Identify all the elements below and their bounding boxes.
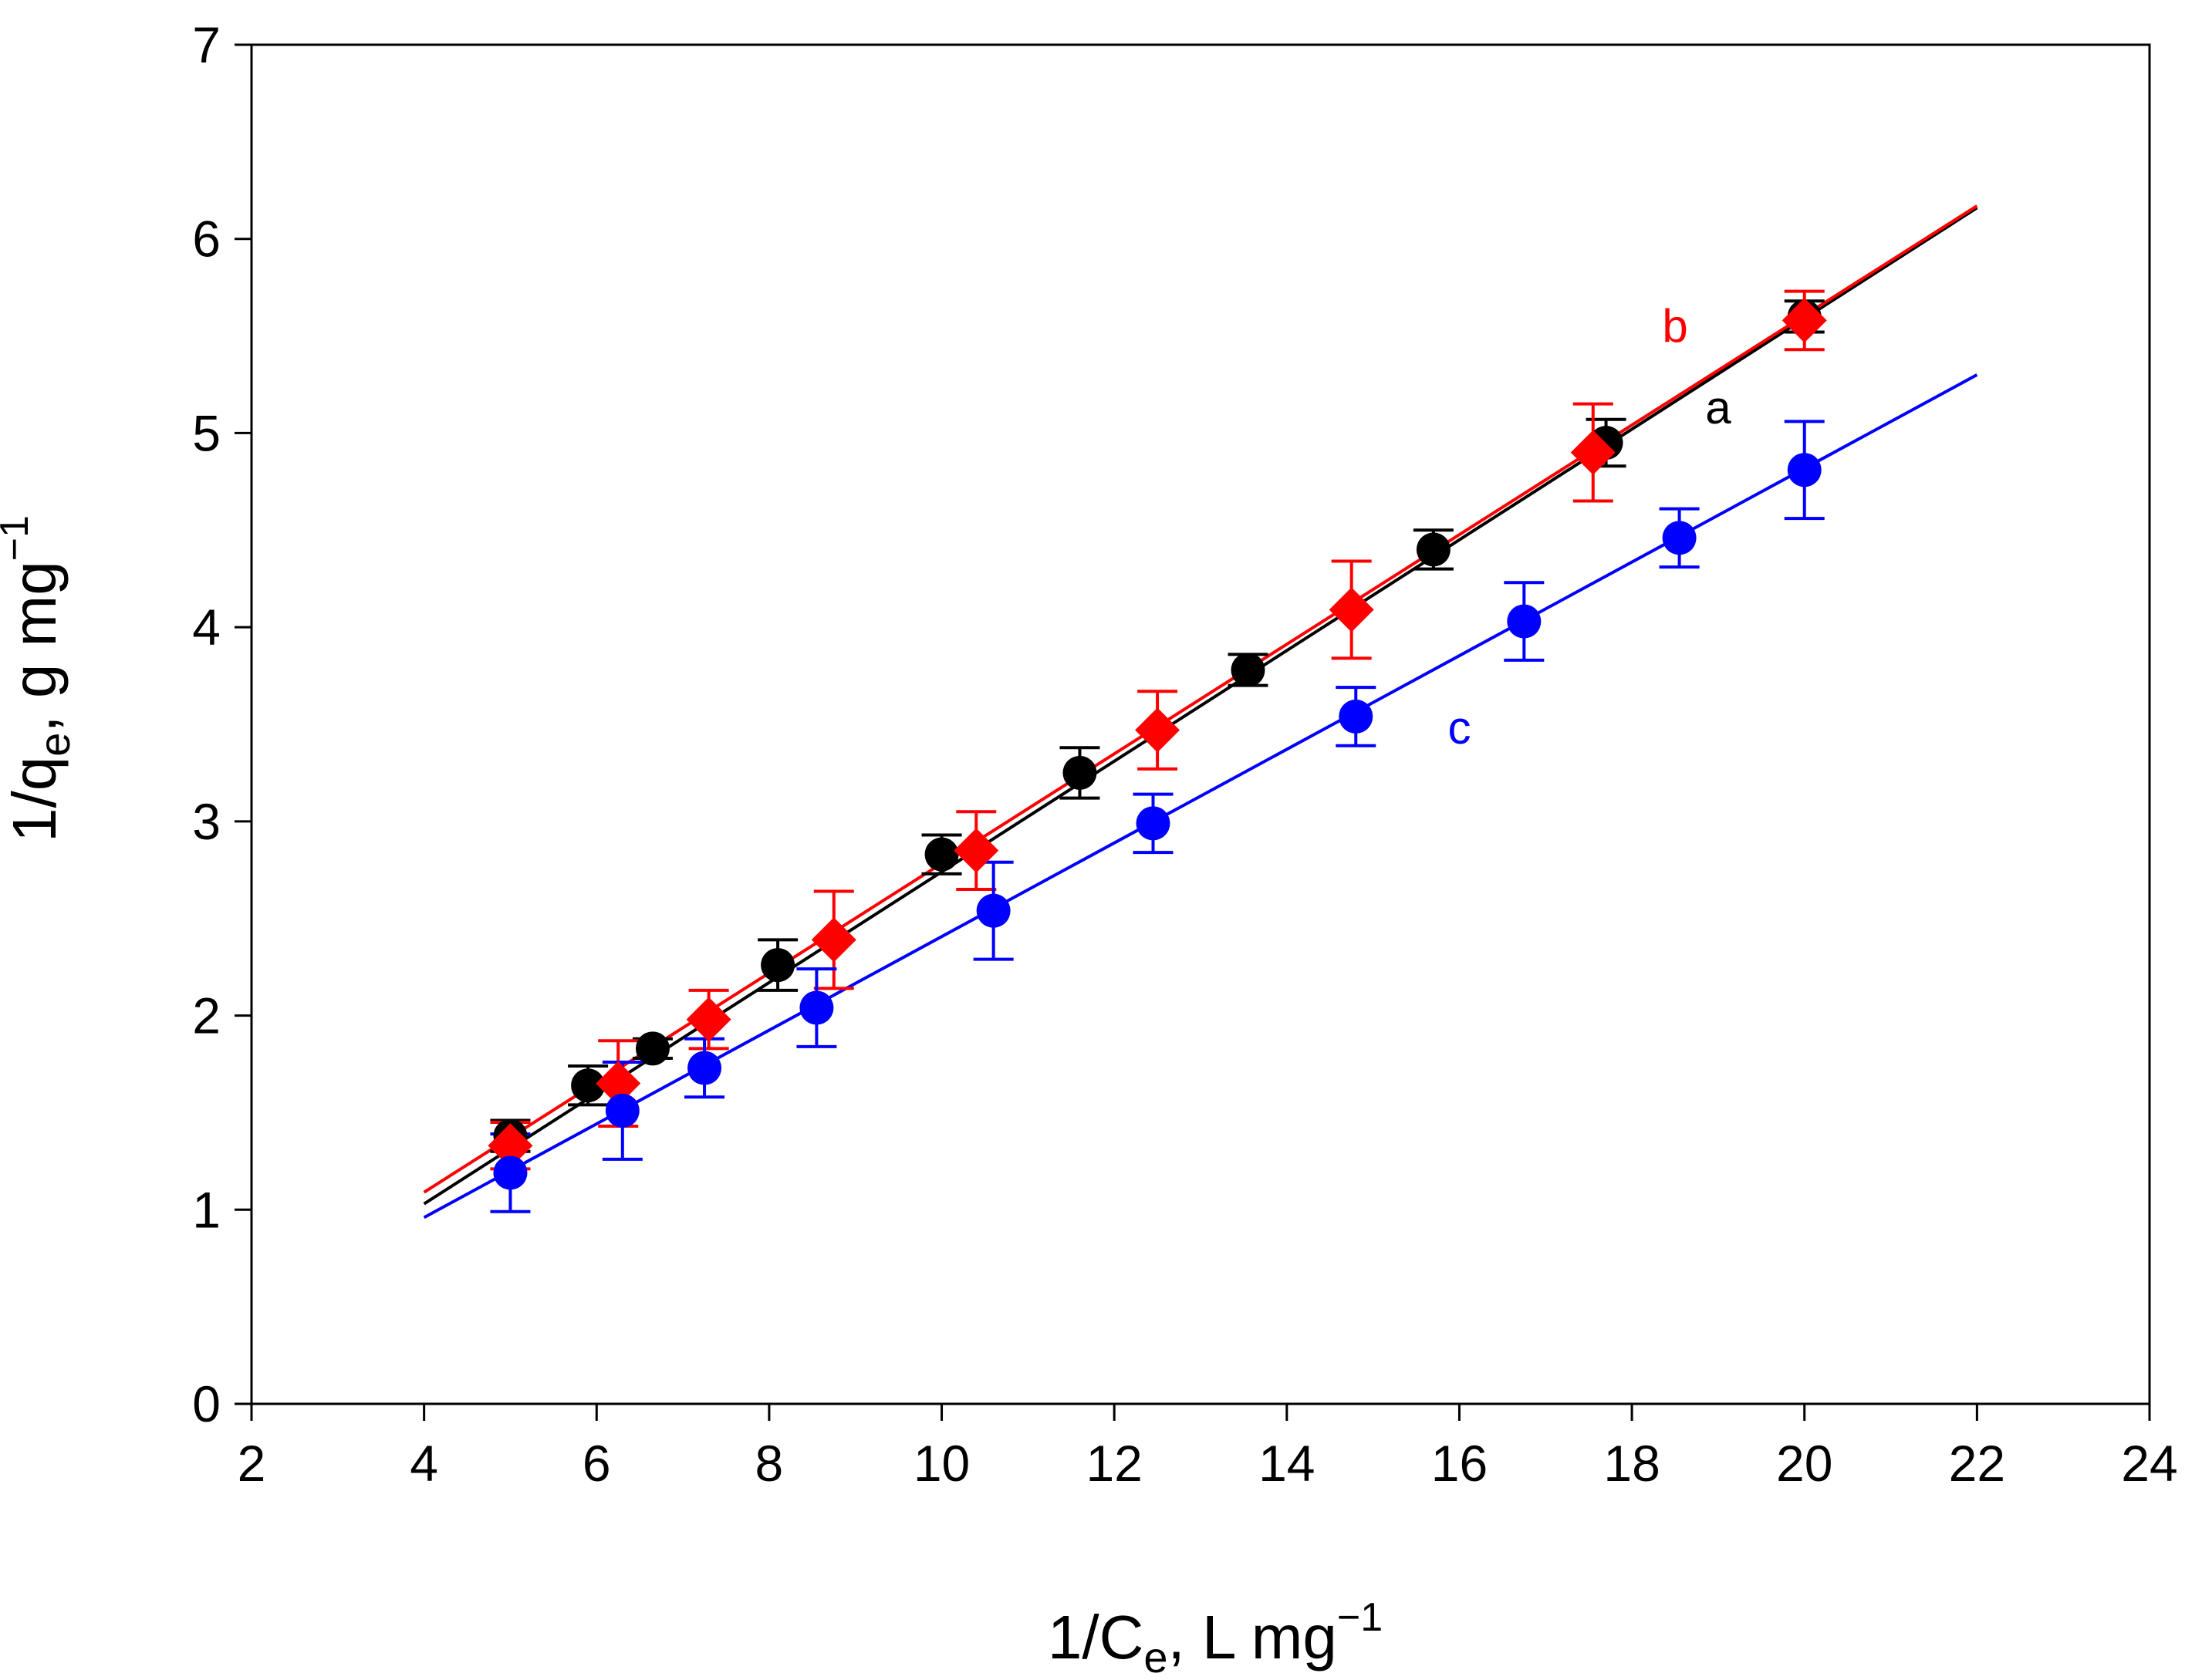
y-tick-label: 4 xyxy=(192,599,221,656)
data-point-c xyxy=(687,1051,722,1085)
series-labels: ab c xyxy=(1447,300,1731,754)
data-point-b xyxy=(811,917,856,963)
y-tick-label: 1 xyxy=(192,1181,221,1238)
fit-lines xyxy=(423,204,1978,1220)
data-point-c xyxy=(1787,453,1822,487)
data-point-b xyxy=(488,1123,533,1169)
plot-frame xyxy=(250,43,2151,1405)
data-point-b xyxy=(1329,587,1374,633)
x-tick-label: 20 xyxy=(1776,1435,1832,1492)
data-point-c xyxy=(605,1093,640,1128)
series-label-a: a xyxy=(1705,382,1731,433)
y-tick-label: 7 xyxy=(192,16,221,73)
data-point-b xyxy=(1782,298,1827,343)
y-tick-label: 0 xyxy=(192,1375,221,1432)
x-tick-label: 12 xyxy=(1086,1435,1142,1492)
data-point-a xyxy=(924,837,959,872)
fit-line-a xyxy=(423,206,1978,1206)
x-tick-label: 2 xyxy=(238,1435,266,1492)
fit-line-b xyxy=(423,204,1978,1194)
data-point-a xyxy=(635,1031,670,1066)
data-markers xyxy=(488,298,1827,1190)
x-axis-title: 1/Ce, L mg−1 xyxy=(1048,1595,1383,1680)
x-tick-label: 22 xyxy=(1949,1435,2005,1492)
data-point-b xyxy=(1135,707,1180,753)
series-label-c: c xyxy=(1447,702,1471,754)
data-point-a xyxy=(1062,755,1097,790)
series-label-b: b xyxy=(1662,300,1687,352)
x-tick-label: 14 xyxy=(1258,1435,1315,1492)
data-point-a xyxy=(1231,653,1265,687)
y-tick-label: 3 xyxy=(192,793,221,850)
y-tick-label: 5 xyxy=(192,404,221,461)
data-point-c xyxy=(976,893,1011,928)
error-bars xyxy=(490,289,1825,1213)
data-point-c xyxy=(1339,699,1373,734)
data-point-a xyxy=(761,948,795,983)
data-point-b xyxy=(1570,430,1616,475)
x-tick-label: 18 xyxy=(1603,1435,1660,1492)
x-tick-label: 4 xyxy=(410,1435,438,1492)
y-tick-label: 2 xyxy=(192,987,221,1044)
data-point-b xyxy=(686,997,731,1042)
data-point-c xyxy=(1507,604,1542,639)
y-axis-title: 1/qe, g mg−1 xyxy=(0,515,79,842)
x-tick-label: 10 xyxy=(914,1435,970,1492)
x-tick-label: 8 xyxy=(755,1435,784,1492)
data-point-c xyxy=(1136,806,1170,841)
x-tick-label: 16 xyxy=(1431,1435,1488,1492)
data-point-a xyxy=(571,1068,606,1103)
x-tick-label: 6 xyxy=(583,1435,611,1492)
data-point-b xyxy=(954,828,999,873)
data-point-c xyxy=(799,990,834,1025)
data-point-b xyxy=(596,1061,641,1106)
y-tick-label: 6 xyxy=(192,211,221,268)
data-point-c xyxy=(1662,521,1697,555)
data-point-c xyxy=(493,1155,528,1190)
data-point-a xyxy=(1416,532,1451,567)
fit-line-c xyxy=(423,373,1978,1220)
x-tick-label: 24 xyxy=(2121,1435,2177,1492)
